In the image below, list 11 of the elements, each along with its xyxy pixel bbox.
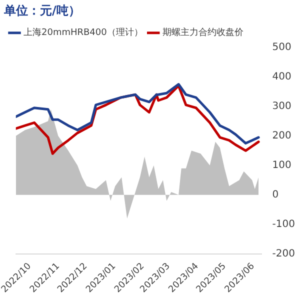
legend-label: 上海20mmHRB400（理计） (24, 27, 143, 38)
y2-tick-label: -200 (272, 248, 296, 260)
chart-title: 单位：元/吨） (3, 3, 80, 18)
y2-tick-label: 300 (272, 101, 292, 112)
y2-tick-label: 400 (272, 71, 292, 82)
y2-tick-label: 200 (272, 130, 292, 142)
y2-tick-label: 100 (272, 160, 292, 172)
y2-tick-label: 500 (272, 42, 292, 53)
y2-tick-label: 0 (272, 190, 279, 201)
legend-label: 期螺主力合约收盘价 (162, 27, 244, 38)
y2-tick-label: -100 (272, 219, 296, 230)
